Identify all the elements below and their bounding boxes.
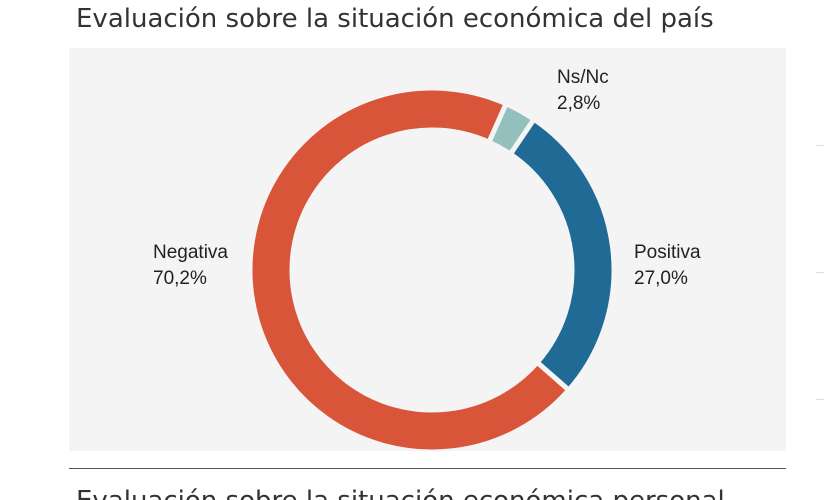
- slice-label-positiva: Positiva: [634, 242, 701, 263]
- chart-title: Evaluación sobre la situación económica …: [76, 4, 714, 34]
- slice-value-negativa: 70,2%: [153, 268, 207, 289]
- chart-panel: Ns/Nc 2,8% Positiva 27,0% Negativa 70,2%: [69, 48, 786, 451]
- section-divider: [69, 468, 786, 469]
- next-section-heading: Evaluación sobre la situación económica …: [76, 486, 725, 500]
- slice-label-negativa: Negativa: [153, 242, 228, 263]
- donut-slice-negativa: [247, 85, 573, 451]
- edge-divider: [816, 272, 824, 273]
- slice-label-ns-nc: Ns/Nc: [557, 67, 609, 88]
- slice-value-ns-nc: 2,8%: [557, 93, 600, 114]
- edge-divider: [816, 145, 824, 146]
- edge-divider: [816, 399, 824, 400]
- slice-value-positiva: 27,0%: [634, 268, 688, 289]
- donut-chart: Ns/Nc 2,8% Positiva 27,0% Negativa 70,2%: [69, 48, 786, 451]
